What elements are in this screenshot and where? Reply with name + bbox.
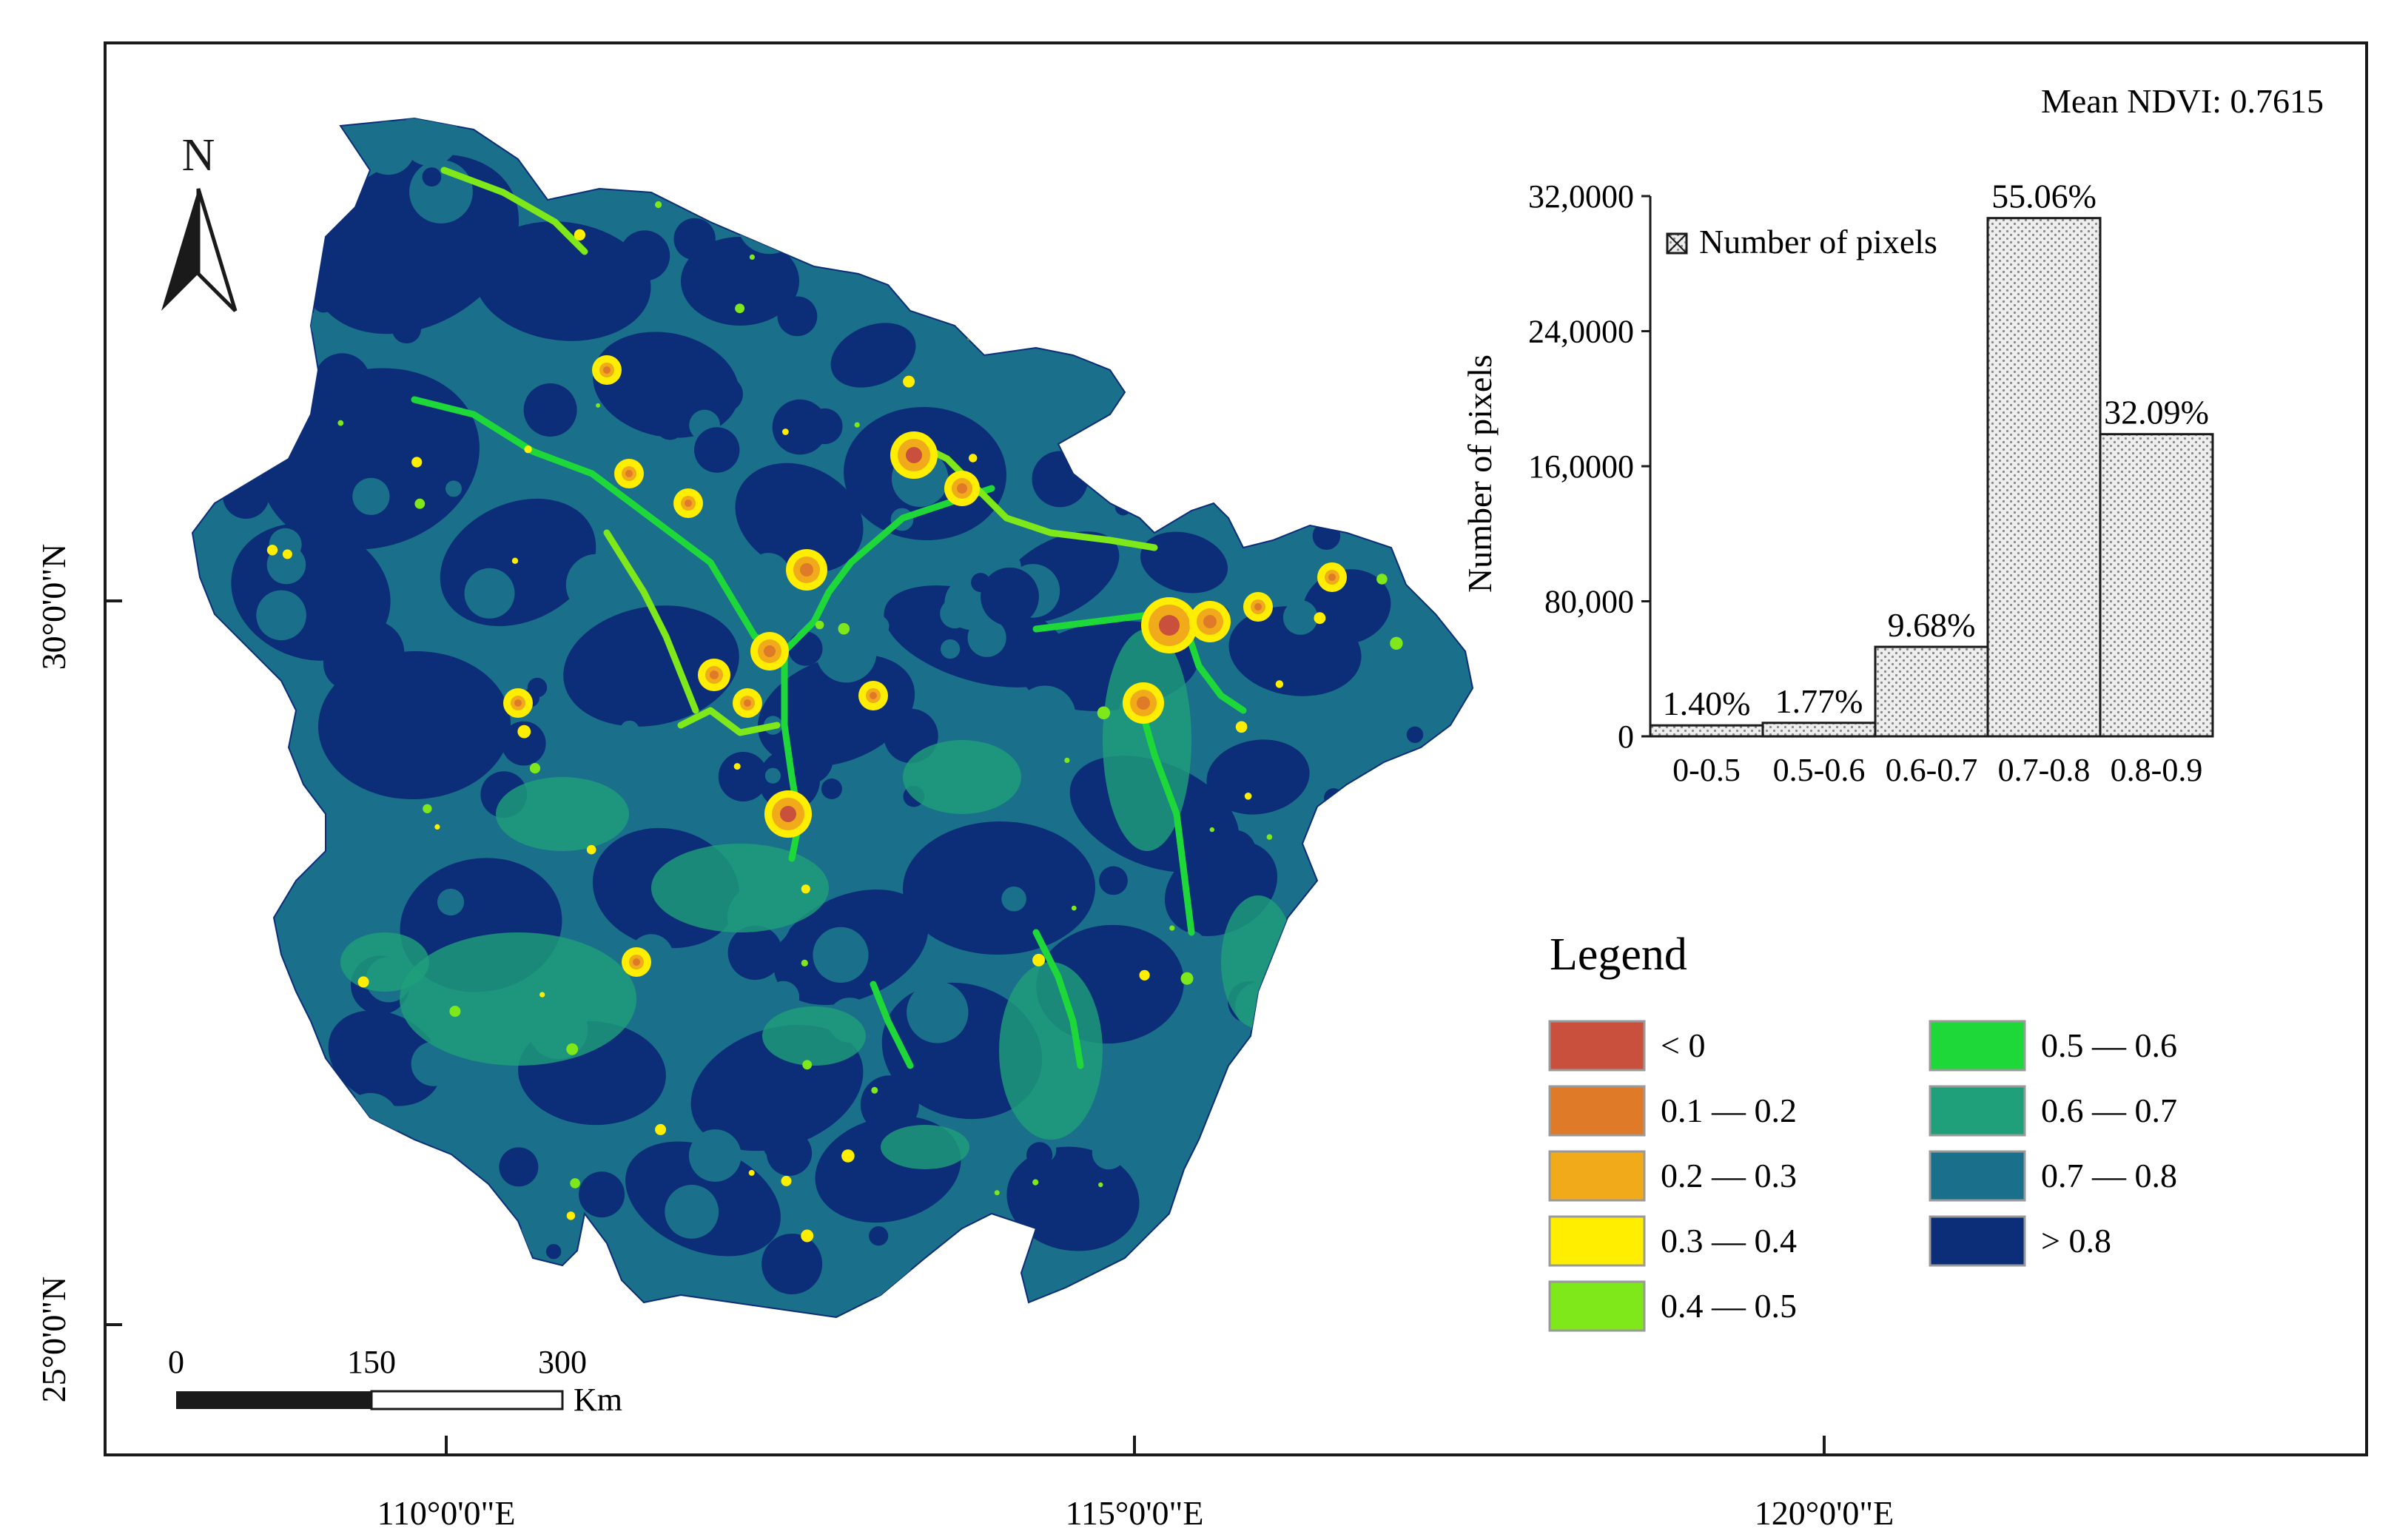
y-tick-label: 80,000: [1544, 584, 1634, 620]
bar-label-0.5-0.6: 1.77%: [1775, 682, 1863, 720]
legend-label: 0.6 — 0.7: [2041, 1092, 2177, 1129]
x-ticks-group: 0-0.5 0.5-0.6 0.6-0.7 0.7-0.8 0.8-0.9: [1672, 752, 2202, 788]
legend-swatch: [1929, 1150, 2026, 1202]
chart-legend: Number of pixels: [1666, 223, 1937, 260]
legend-label: > 0.8: [2041, 1222, 2111, 1260]
legend-swatch: [1548, 1280, 1646, 1332]
legend-title: Legend: [1550, 929, 1687, 980]
bar-0.5-0.6: [1761, 722, 1877, 738]
bar-label-0.7-0.8: 55.06%: [1991, 178, 2097, 215]
map-frame: [104, 41, 2368, 1456]
legend-swatch: [1548, 1020, 1646, 1072]
legend-label: 0.2 — 0.3: [1661, 1157, 1797, 1194]
legend-swatch: [1929, 1085, 2026, 1137]
scale-bar: 0 150 300 Km: [168, 1344, 622, 1418]
x-tick-label: 0-0.5: [1672, 752, 1741, 788]
scale-tick-300: 300: [538, 1344, 587, 1380]
north-label: N: [182, 130, 215, 181]
lat-label-30: 30°0'0"N: [35, 544, 73, 670]
legend-swatch: [1929, 1020, 2026, 1072]
map-legend: Legend < 0 0.1 — 0.2 0.2 — 0.3 0.3 — 0.4 0.4…: [1548, 929, 2177, 1332]
ndvi-region: [191, 117, 1474, 1319]
scale-tick-0: 0: [168, 1344, 184, 1380]
lat-label-25: 25°0'0"N: [35, 1277, 73, 1403]
bar-0.8-0.9: [2099, 433, 2214, 738]
y-axis-label: Number of pixels: [1461, 354, 1499, 593]
legend-label: 0.3 — 0.4: [1661, 1222, 1797, 1260]
scale-unit: Km: [574, 1382, 622, 1418]
bar-0.7-0.8: [1986, 217, 2102, 738]
bar-0.6-0.7: [1874, 645, 1989, 738]
bar-0-0.5: [1649, 724, 1764, 738]
legend-label: 0.1 — 0.2: [1661, 1092, 1797, 1129]
legend-label: 0.4 — 0.5: [1661, 1287, 1797, 1325]
legend-swatch: [1548, 1150, 1646, 1202]
lon-label-120: 120°0'0"E: [1755, 1494, 1894, 1532]
legend-swatch: [1548, 1215, 1646, 1267]
y-ticks-group: 0 80,000 16,0000 24,0000 32,0000: [1528, 178, 1650, 755]
north-arrow-icon: N: [161, 130, 238, 312]
y-tick-label: 24,0000: [1528, 314, 1634, 350]
bars-group: 1.40% 1.77% 9.68% 55.06% 32.09%: [1649, 178, 2214, 738]
lon-axis: 110°0'0"E 115°0'0"E 120°0'0"E: [377, 1436, 1894, 1532]
legend-swatch: [1548, 1085, 1646, 1137]
histogram-chart: Mean NDVI: 0.7615 Number of pixels 1.40%…: [1461, 82, 2324, 788]
legend-label: 0.5 — 0.6: [2041, 1026, 2177, 1064]
bar-label-0.8-0.9: 32.09%: [2104, 394, 2209, 431]
legend-items: < 0 0.1 — 0.2 0.2 — 0.3 0.3 — 0.4 0.4 — 0.5 0…: [1548, 1020, 2177, 1332]
y-tick-label: 32,0000: [1528, 178, 1634, 215]
x-tick-label: 0.8-0.9: [2111, 752, 2203, 788]
lat-axis: 30°0'0"N 25°0'0"N: [35, 544, 122, 1403]
chart-legend-label: Number of pixels: [1699, 223, 1937, 260]
chart-title: Mean NDVI: 0.7615: [2041, 82, 2324, 120]
x-tick-label: 0.7-0.8: [1998, 752, 2091, 788]
lon-label-110: 110°0'0"E: [377, 1494, 516, 1532]
bar-label-0.6-0.7: 9.68%: [1888, 606, 1976, 644]
lon-label-115: 115°0'0"E: [1066, 1494, 1204, 1532]
scale-tick-150: 150: [347, 1344, 396, 1380]
legend-swatch: [1929, 1215, 2026, 1267]
bar-label-0-0.5: 1.40%: [1663, 685, 1751, 722]
y-tick-label: 16,0000: [1528, 448, 1634, 485]
legend-label: 0.7 — 0.8: [2041, 1157, 2177, 1194]
legend-label: < 0: [1661, 1026, 1705, 1064]
x-tick-label: 0.6-0.7: [1886, 752, 1978, 788]
y-tick-label: 0: [1618, 719, 1634, 755]
x-tick-label: 0.5-0.6: [1773, 752, 1866, 788]
